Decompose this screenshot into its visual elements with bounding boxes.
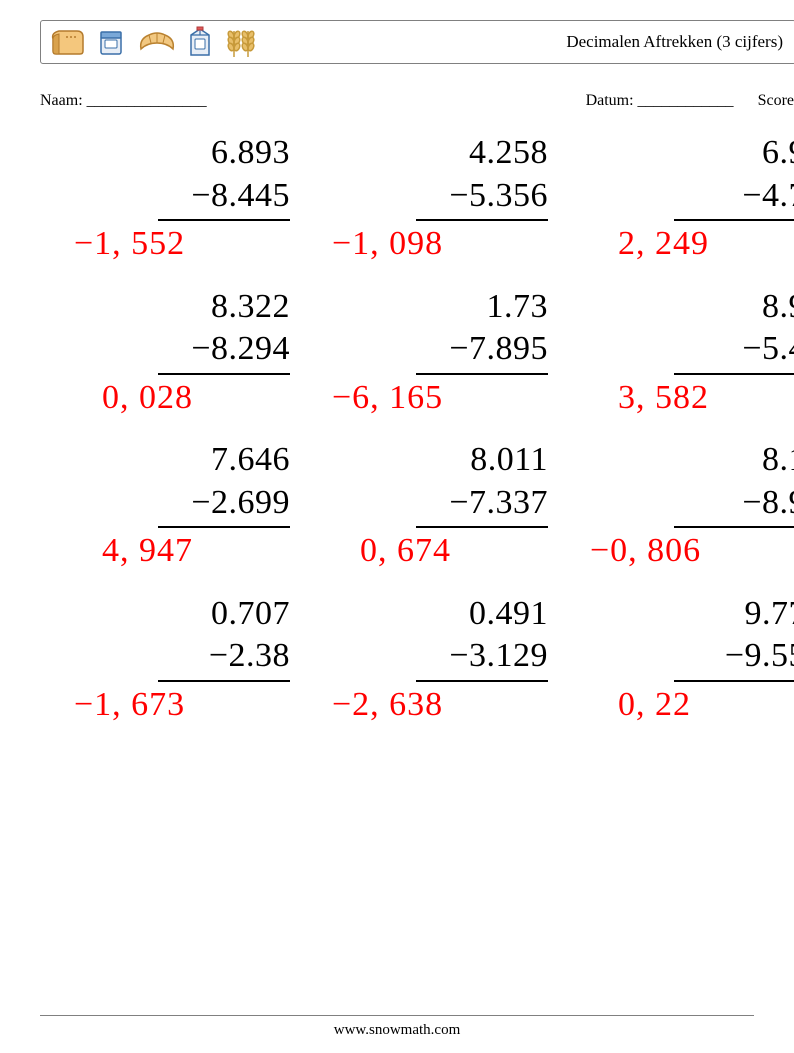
bread-icon: [49, 27, 85, 57]
problem: 6.893 −8.445 −1, 552: [40, 132, 298, 266]
croissant-icon: [137, 29, 177, 55]
problem: 9.77 −9.55 0, 22: [556, 593, 794, 727]
header-icons: [49, 25, 259, 59]
problem: 8.9 −5.4 3, 582: [556, 286, 794, 420]
score-field: Score: [758, 92, 794, 110]
info-fields: Naam: _______________ Datum: ___________…: [40, 92, 794, 110]
operand-top: 7.646: [158, 439, 290, 482]
operand-top: 1.73: [416, 286, 548, 329]
footer-url: www.snowmath.com: [334, 1022, 461, 1039]
problem: 0.491 −3.129 −2, 638: [298, 593, 556, 727]
answer: −6, 165: [298, 377, 556, 420]
wheat-icon: [223, 25, 259, 59]
operand-top: 8.322: [158, 286, 290, 329]
answer: −0, 806: [556, 530, 794, 573]
operand-top: 6.9: [674, 132, 794, 175]
footer: www.snowmath.com: [40, 1015, 754, 1039]
answer: 2, 249: [556, 223, 794, 266]
operand-top: 9.77: [674, 593, 794, 636]
problem: 8.011 −7.337 0, 674: [298, 439, 556, 573]
operand-bottom: −5.356: [416, 175, 548, 222]
operand-bottom: −7.895: [416, 328, 548, 375]
problem: 8.322 −8.294 0, 028: [40, 286, 298, 420]
operand-bottom: −5.4: [674, 328, 794, 375]
operand-bottom: −2.699: [158, 482, 290, 529]
answer: 0, 028: [40, 377, 298, 420]
operand-top: 8.1: [674, 439, 794, 482]
problem: 6.9 −4.7 2, 249: [556, 132, 794, 266]
date-field: Datum: ____________: [586, 92, 734, 110]
flour-jar-icon: [95, 26, 127, 58]
field-spacer: [207, 92, 586, 110]
problem: 4.258 −5.356 −1, 098: [298, 132, 556, 266]
problem: 1.73 −7.895 −6, 165: [298, 286, 556, 420]
answer: −1, 098: [298, 223, 556, 266]
operand-top: 6.893: [158, 132, 290, 175]
problems-grid: 6.893 −8.445 −1, 552 4.258 −5.356 −1, 09…: [40, 132, 794, 726]
worksheet-title: Decimalen Aftrekken (3 cijfers): [566, 32, 783, 52]
answer: −2, 638: [298, 684, 556, 727]
operand-top: 4.258: [416, 132, 548, 175]
operand-bottom: −3.129: [416, 635, 548, 682]
problem: 7.646 −2.699 4, 947: [40, 439, 298, 573]
header-bar: Decimalen Aftrekken (3 cijfers): [40, 20, 794, 64]
worksheet-page: Decimalen Aftrekken (3 cijfers) Naam: __…: [0, 0, 794, 1053]
answer: 0, 674: [298, 530, 556, 573]
operand-bottom: −2.38: [158, 635, 290, 682]
operand-top: 8.011: [416, 439, 548, 482]
operand-bottom: −4.7: [674, 175, 794, 222]
problem: 8.1 −8.9 −0, 806: [556, 439, 794, 573]
name-field: Naam: _______________: [40, 92, 207, 110]
operand-bottom: −8.445: [158, 175, 290, 222]
operand-bottom: −8.9: [674, 482, 794, 529]
operand-bottom: −8.294: [158, 328, 290, 375]
operand-top: 0.491: [416, 593, 548, 636]
answer: 3, 582: [556, 377, 794, 420]
milk-carton-icon: [187, 25, 213, 59]
answer: 0, 22: [556, 684, 794, 727]
operand-top: 0.707: [158, 593, 290, 636]
problem: 0.707 −2.38 −1, 673: [40, 593, 298, 727]
answer: −1, 552: [40, 223, 298, 266]
operand-bottom: −7.337: [416, 482, 548, 529]
answer: 4, 947: [40, 530, 298, 573]
operand-top: 8.9: [674, 286, 794, 329]
answer: −1, 673: [40, 684, 298, 727]
operand-bottom: −9.55: [674, 635, 794, 682]
